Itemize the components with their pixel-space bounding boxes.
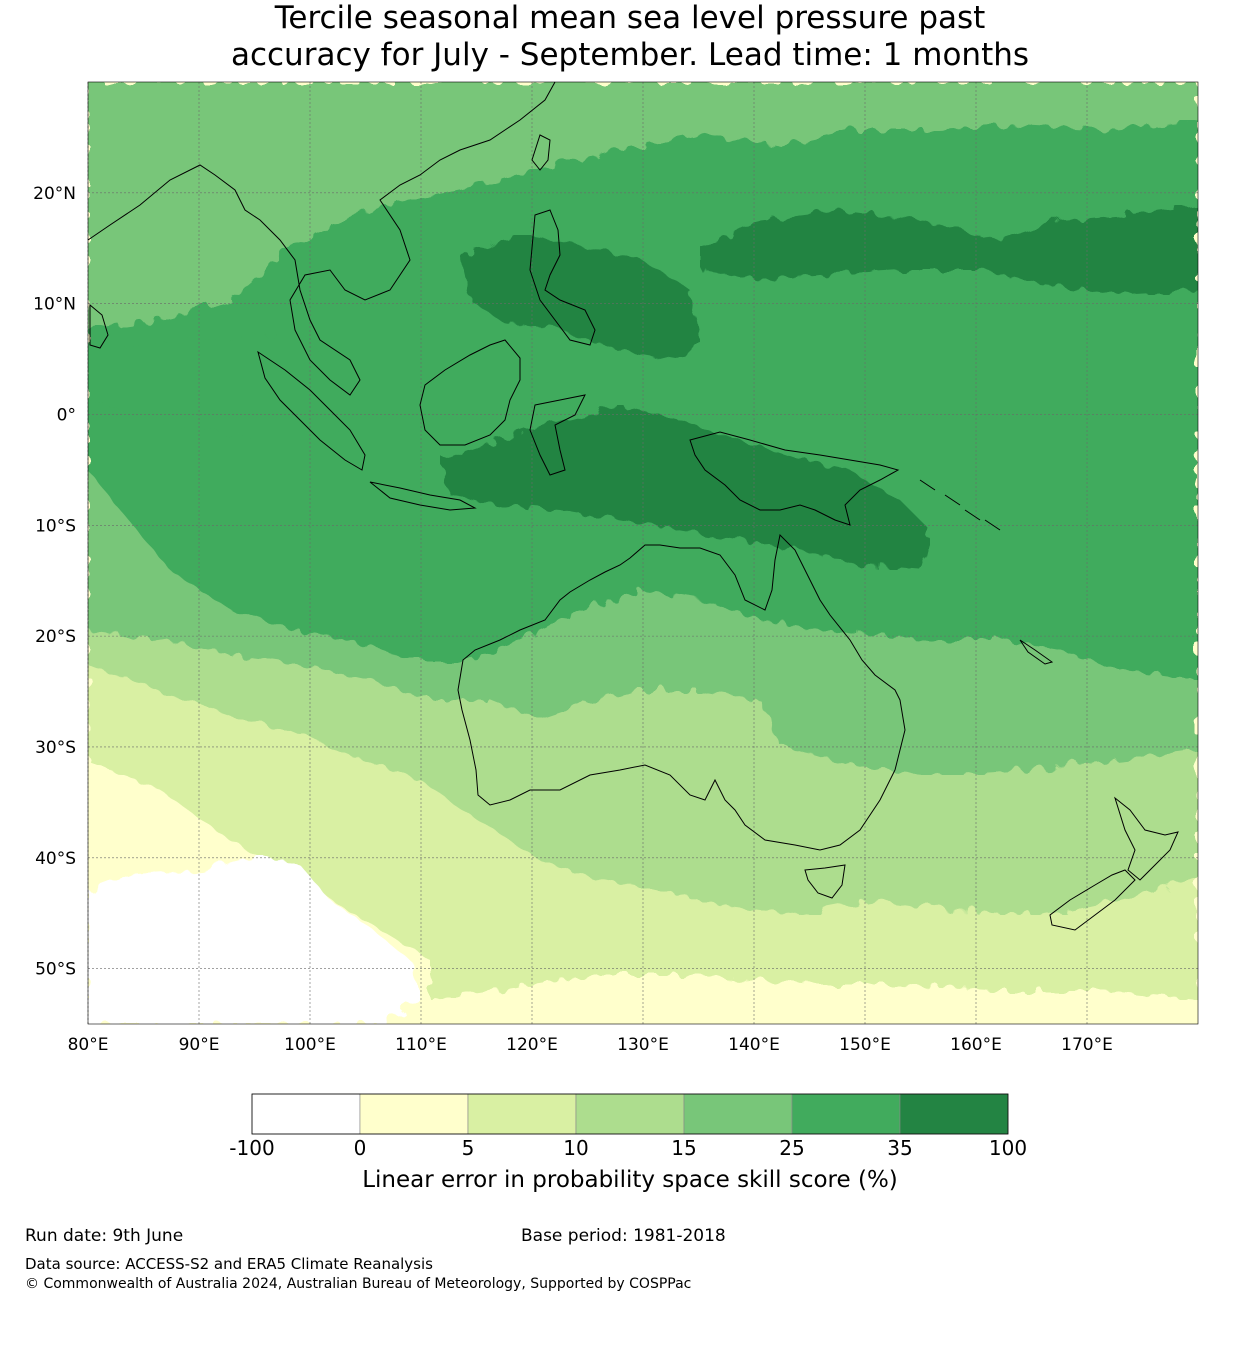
skill-region-negative bbox=[88, 855, 420, 1024]
latitude-labels: 20°N 10°N 0° 10°S 20°S 30°S 40°S 50°S bbox=[33, 184, 76, 980]
copyright: © Commonwealth of Australia 2024, Austra… bbox=[25, 1276, 692, 1292]
colorbar-swatch bbox=[791, 1093, 901, 1135]
coastline-taiwan bbox=[531, 134, 551, 171]
colorbar-swatch bbox=[899, 1093, 1009, 1135]
lon-tick-label: 110°E bbox=[395, 1035, 447, 1055]
colorbar bbox=[251, 1093, 1009, 1135]
coastline-sumatra bbox=[257, 350, 366, 471]
lon-tick-label: 170°E bbox=[1061, 1035, 1113, 1055]
colorbar-tick-label: 15 bbox=[671, 1136, 697, 1160]
colorbar-tick-label: 100 bbox=[988, 1136, 1028, 1160]
lat-tick-label: 20°N bbox=[33, 184, 76, 204]
colorbar-swatch bbox=[683, 1093, 793, 1135]
colorbar-swatch bbox=[359, 1093, 469, 1135]
coastline-new-caledonia bbox=[1019, 639, 1054, 665]
coastline-new-zealand-north bbox=[1114, 796, 1179, 881]
map-frame bbox=[87, 81, 1199, 1025]
colorbar-tick-label: 10 bbox=[563, 1136, 589, 1160]
lon-tick-label: 130°E bbox=[617, 1035, 669, 1055]
chart-title-line-2: accuracy for July - September. Lead time… bbox=[230, 37, 1030, 73]
lon-tick-label: 90°E bbox=[179, 1035, 220, 1055]
colorbar-tick-label: 5 bbox=[461, 1136, 475, 1160]
colorbar-tick-label: 25 bbox=[779, 1136, 805, 1160]
lat-tick-label: 40°S bbox=[35, 849, 76, 869]
coastline-new-zealand-south bbox=[1049, 869, 1136, 931]
colorbar-swatch bbox=[251, 1093, 361, 1135]
lat-tick-label: 10°N bbox=[33, 295, 76, 315]
skill-region-35-100-philippines bbox=[460, 235, 700, 360]
lat-tick-label: 30°S bbox=[35, 738, 76, 758]
coastline-new-guinea bbox=[689, 431, 900, 526]
chart-title-line-1: Tercile seasonal mean sea level pressure… bbox=[274, 0, 986, 36]
skill-region-35-100-indonesia bbox=[440, 405, 930, 570]
coastline-australia bbox=[457, 533, 906, 851]
base-period: Base period: 1981-2018 bbox=[521, 1226, 726, 1246]
coastline-solomon-islands bbox=[919, 479, 1001, 531]
colorbar-swatch bbox=[575, 1093, 685, 1135]
colorbar-tick-label: -100 bbox=[229, 1136, 275, 1160]
lon-tick-label: 160°E bbox=[950, 1035, 1002, 1055]
colorbar-outline bbox=[251, 1093, 1009, 1135]
lat-tick-label: 50°S bbox=[35, 960, 76, 980]
colorbar-title: Linear error in probability space skill … bbox=[362, 1167, 898, 1193]
coastline-borneo bbox=[419, 339, 521, 446]
gridlines bbox=[87, 82, 1198, 1024]
longitude-labels: 80°E 90°E 100°E 110°E 120°E 130°E 140°E 150°E 16… bbox=[68, 1035, 1113, 1055]
lon-tick-label: 100°E bbox=[284, 1035, 336, 1055]
coastline-sri-lanka bbox=[89, 303, 109, 349]
run-date: Run date: 9th June bbox=[25, 1226, 184, 1246]
skill-field bbox=[88, 82, 1198, 1024]
lon-tick-label: 120°E bbox=[506, 1035, 558, 1055]
coastline-mainland-asia bbox=[87, 81, 556, 396]
lat-tick-label: 10°S bbox=[35, 516, 76, 536]
lat-tick-label: 20°S bbox=[35, 627, 76, 647]
colorbar-tick-label: 0 bbox=[353, 1136, 367, 1160]
colorbar-tick-label: 35 bbox=[887, 1136, 913, 1160]
colorbar-swatch bbox=[467, 1093, 577, 1135]
data-source: Data source: ACCESS-S2 and ERA5 Climate … bbox=[25, 1255, 433, 1273]
lon-tick-label: 140°E bbox=[728, 1035, 780, 1055]
lon-tick-label: 150°E bbox=[839, 1035, 891, 1055]
coastline-sulawesi bbox=[529, 394, 586, 476]
coastlines bbox=[87, 81, 1179, 931]
skill-region-35-100-north bbox=[700, 205, 1198, 295]
coastline-tasmania bbox=[804, 864, 846, 899]
lat-tick-label: 0° bbox=[57, 405, 76, 425]
lon-tick-label: 80°E bbox=[68, 1035, 109, 1055]
coastline-java bbox=[369, 481, 477, 511]
coastline-philippines bbox=[529, 209, 596, 346]
